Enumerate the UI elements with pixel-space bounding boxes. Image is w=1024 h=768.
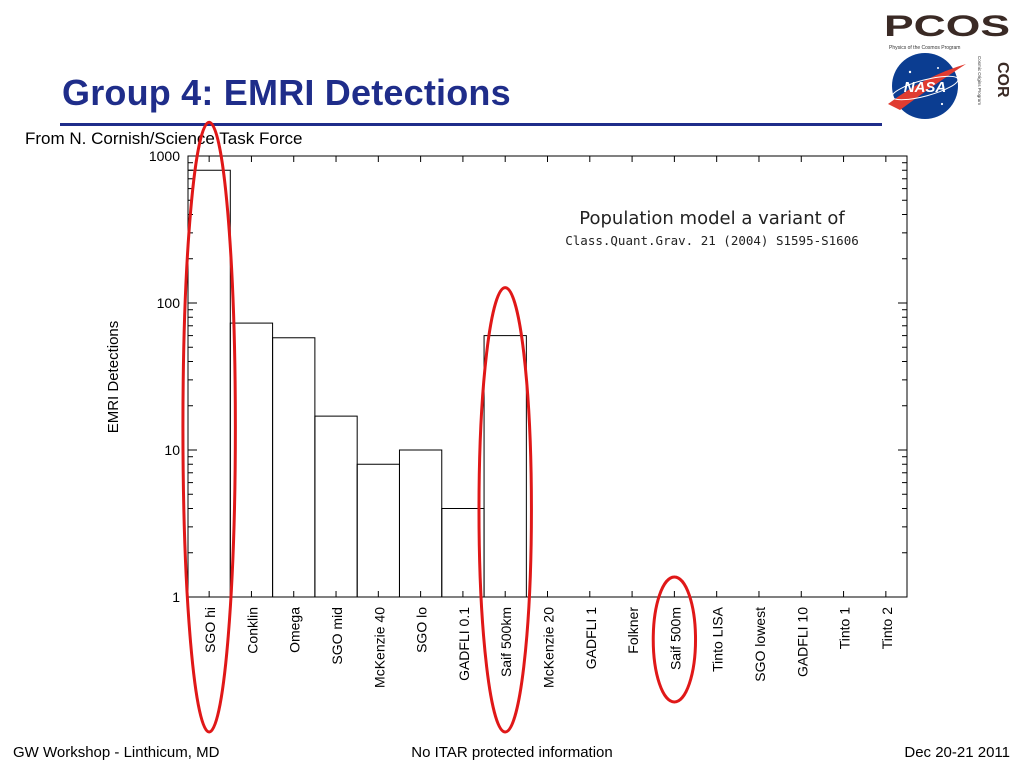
pcos-cor-nasa-logo: PCOS Physics of the Cosmos Program COR C… [884, 10, 1011, 119]
x-tick-label: Saif 500m [667, 607, 683, 670]
slide-title: Group 4: EMRI Detections [62, 72, 511, 113]
cor-wordmark: COR [994, 62, 1011, 98]
y-tick-label: 100 [157, 295, 181, 311]
footer-right: Dec 20-21 2011 [904, 744, 1010, 761]
x-tick-label: SGO lowest [752, 607, 768, 682]
bar [398, 449, 443, 598]
x-tick-label: Conklin [244, 607, 260, 654]
x-tick-label: Folkner [625, 607, 641, 654]
x-tick-label: McKenzie 20 [541, 607, 557, 688]
x-tick-labels: SGO hi Conklin Omega SGO mid McKenzie 40 SGO … [202, 606, 895, 688]
highlight-oval [477, 286, 533, 734]
cor-caption: Cosmic Origins Program [977, 56, 982, 105]
y-tick-label: 1000 [149, 148, 180, 164]
pcos-wordmark: PCOS [884, 10, 1010, 43]
pcos-caption: Physics of the Cosmos Program [889, 45, 960, 51]
bar [187, 169, 231, 598]
cor-letters: COR [994, 62, 1011, 98]
bars [187, 169, 527, 598]
x-tick-label: Tinto LISA [710, 606, 726, 672]
bar [356, 463, 400, 598]
bar [483, 335, 527, 598]
x-tick-label: Omega [287, 607, 303, 653]
x-tick-label: GADFLI 1 [583, 607, 599, 669]
annotation-line-2: Class.Quant.Grav. 21 (2004) S1595-S1606 [565, 233, 859, 248]
source-note: From N. Cornish/Science Task Force [25, 129, 303, 148]
footer-left: GW Workshop - Linthicum, MD [13, 744, 220, 761]
y-tick-labels: 1 10 100 1000 [149, 148, 180, 605]
y-tick-label: 1 [172, 589, 180, 605]
highlight-ovals [181, 120, 698, 734]
title-rule [60, 123, 882, 126]
x-tick-label: GADFLI 10 [794, 607, 810, 677]
x-tick-label: Tinto 2 [879, 607, 895, 649]
highlight-oval [181, 120, 237, 734]
plot-frame [187, 155, 908, 598]
x-tick-label: SGO hi [202, 607, 218, 653]
bar [314, 415, 358, 598]
nasa-wordmark: NASA [904, 79, 947, 96]
highlight-oval [651, 575, 698, 704]
x-tick-label: Saif 500km [498, 607, 514, 677]
bar [272, 337, 316, 598]
x-tick-label: McKenzie 40 [371, 607, 387, 688]
y-axis-label: EMRI Detections [105, 321, 122, 434]
nasa-meatball-icon: NASA [888, 53, 966, 119]
x-tick-label: GADFLI 0.1 [456, 607, 472, 681]
x-tick-label: Tinto 1 [837, 607, 853, 649]
x-tick-label: SGO mid [329, 607, 345, 665]
annotation-line-1: Population model a variant of [579, 208, 845, 229]
footer-center: No ITAR protected information [411, 744, 613, 761]
x-tick-label: SGO lo [414, 607, 430, 653]
y-tick-label: 10 [164, 442, 180, 458]
